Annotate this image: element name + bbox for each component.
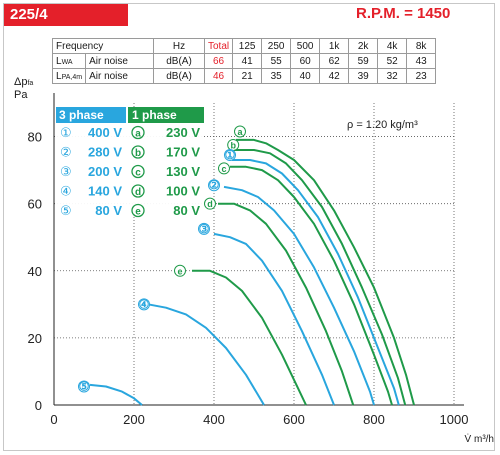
curve-marker <box>174 264 186 277</box>
curve-4 <box>147 303 265 406</box>
noise-table: Frequency Hz Total 125 250 500 1k 2k 4k … <box>51 38 437 84</box>
legend-1phase-marker: a <box>135 129 141 140</box>
legend-3phase-marker: ③ <box>60 165 72 180</box>
legend-1phase-marker: c <box>135 168 141 179</box>
x-tick-label: 800 <box>363 412 385 427</box>
curve-marker <box>138 298 150 311</box>
curve-marker-label: ② <box>209 178 220 192</box>
legend-3phase-voltage: 200 V <box>88 164 122 179</box>
legend-1phase-title: 1 phase <box>132 108 177 122</box>
legend-3phase-marker: ① <box>60 126 72 141</box>
y-axis-label: Δpfa <box>14 76 34 88</box>
curve-3 <box>213 232 335 406</box>
curve-marker <box>204 197 216 210</box>
legend-1phase-marker-ring <box>131 164 145 179</box>
y-tick-label: 0 <box>35 398 42 413</box>
legend-1phase-voltage: 80 V <box>173 203 200 218</box>
curve-c <box>230 165 393 406</box>
curve-marker <box>78 380 90 393</box>
legend-3phase-marker: ④ <box>60 185 72 200</box>
row-value: 39 <box>348 68 379 84</box>
legend-1phase-marker-ring <box>131 125 145 140</box>
curve-marker <box>234 125 246 138</box>
noise-row-lwa: LWA Air noise dB(A) 66 41 55 60 62 59 52… <box>51 53 437 69</box>
noise-table-header: Frequency Hz Total 125 250 500 1k 2k 4k … <box>52 38 437 54</box>
x-tick-label: 400 <box>203 412 225 427</box>
x-tick-label: 1000 <box>440 412 469 427</box>
legend-1phase-voltage: 100 V <box>166 184 200 199</box>
curve-2 <box>223 185 375 406</box>
legend-1phase-marker: e <box>135 207 141 218</box>
legend-1phase-marker-ring <box>131 203 145 218</box>
row-value: 32 <box>377 68 408 84</box>
x-tick-label: 200 <box>123 412 145 427</box>
curve-1 <box>232 159 400 406</box>
y-tick-label: 20 <box>28 331 42 346</box>
model-badge: 225/4 <box>4 4 128 26</box>
legend-3phase-voltage: 80 V <box>95 203 122 218</box>
curve-b <box>234 149 407 406</box>
curve-e <box>192 269 307 406</box>
legend-3phase-title: 3 phase <box>59 108 104 122</box>
curve-marker-label: ④ <box>139 297 150 311</box>
curve-marker-label: e <box>177 266 182 276</box>
curve-marker <box>198 222 210 235</box>
curve-marker-label: ③ <box>199 222 210 236</box>
y-tick-label: 80 <box>28 130 42 145</box>
legend-1phase-marker-ring <box>131 184 145 198</box>
curve-d <box>218 202 355 406</box>
curve-marker <box>208 179 220 192</box>
legend-3phase-voltage: 140 V <box>88 184 122 199</box>
x-axis-label: V̇ m³/h <box>465 432 494 445</box>
row-desc: Air noise <box>85 68 154 84</box>
legend-1phase-marker: d <box>135 187 141 198</box>
row-value: 23 <box>406 68 437 84</box>
y-tick-label: 60 <box>28 197 42 212</box>
density-annotation: ρ = 1.20 kg/m³ <box>347 119 418 131</box>
row-label: LPA,4m <box>51 68 86 84</box>
x-tick-label: 600 <box>283 412 305 427</box>
legend-3phase-marker: ② <box>60 146 72 161</box>
y-tick-label: 40 <box>28 264 42 279</box>
curve-marker-label: ① <box>225 148 236 162</box>
rpm-label: R.P.M. = 1450 <box>356 5 451 22</box>
legend-1phase-header <box>128 107 204 123</box>
curve-marker-label: d <box>207 199 213 209</box>
curve-marker-label: b <box>230 140 236 150</box>
curve-marker-label: ⑤ <box>79 380 90 394</box>
legend-body <box>56 123 204 213</box>
row-value: 21 <box>232 68 263 84</box>
curve-5 <box>89 383 143 406</box>
legend-1phase-voltage: 130 V <box>166 164 200 179</box>
curve-marker-label: c <box>221 164 226 174</box>
x-tick-label: 0 <box>50 412 57 427</box>
chart-frame <box>3 3 495 451</box>
curve-marker <box>218 162 230 175</box>
curve-marker-label: a <box>237 127 243 137</box>
legend-3phase-voltage: 280 V <box>88 145 122 160</box>
y-axis-unit: Pa <box>14 89 28 101</box>
curve-marker <box>224 149 236 162</box>
legend-1phase-marker-ring <box>131 145 145 159</box>
noise-row-lpa: LPA,4m Air noise dB(A) 46 21 35 40 42 39… <box>51 68 437 84</box>
curve-a <box>236 138 415 406</box>
legend-3phase-header <box>56 107 126 123</box>
legend-3phase-voltage: 400 V <box>88 125 122 140</box>
legend-1phase-voltage: 230 V <box>166 125 200 140</box>
legend-1phase-marker: b <box>135 148 141 159</box>
legend-1phase-voltage: 170 V <box>166 145 200 160</box>
legend-3phase-marker: ⑤ <box>60 204 72 219</box>
row-value-total: 46 <box>203 68 234 84</box>
